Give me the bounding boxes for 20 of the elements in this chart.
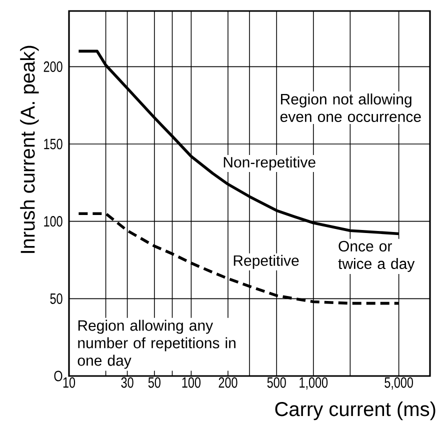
y-tick-label: 200 [44, 61, 62, 72]
x-tick-label: 50 [148, 377, 160, 388]
y-tick-label: 150 [44, 138, 62, 150]
x-tick-label: 5,000 [384, 377, 413, 390]
x-tick-label: 30 [121, 377, 134, 388]
annotation: Once or twice a day [338, 240, 415, 272]
annotation: Region allowing any number of repetitions in one day [78, 320, 236, 369]
x-tick-label: 200 [218, 377, 238, 388]
y-tick-label: 100 [44, 216, 62, 227]
y-tick-label: 50 [50, 293, 62, 304]
x-axis-title: Carry current (ms) [275, 402, 436, 420]
x-tick-label: 100 [182, 377, 200, 388]
series-label: Repetitive [234, 254, 299, 269]
x-tick-label: 1,000 [300, 377, 328, 390]
annotation: Region not allowing even one occurrence [280, 93, 421, 122]
x-tick-label: 500 [267, 377, 286, 388]
y-axis-title: Inrush current (A. peak) [20, 46, 39, 253]
series-label: Non-repetitive [224, 156, 316, 171]
y-tick-label: O [54, 370, 62, 382]
x-tick-label: 10 [63, 377, 76, 388]
